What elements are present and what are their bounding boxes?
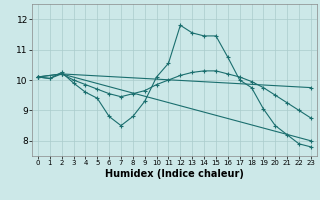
X-axis label: Humidex (Indice chaleur): Humidex (Indice chaleur): [105, 169, 244, 179]
